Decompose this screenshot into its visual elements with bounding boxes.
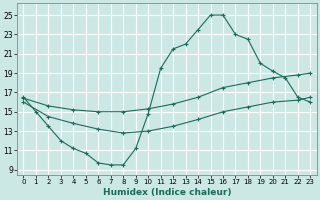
X-axis label: Humidex (Indice chaleur): Humidex (Indice chaleur) <box>103 188 231 197</box>
